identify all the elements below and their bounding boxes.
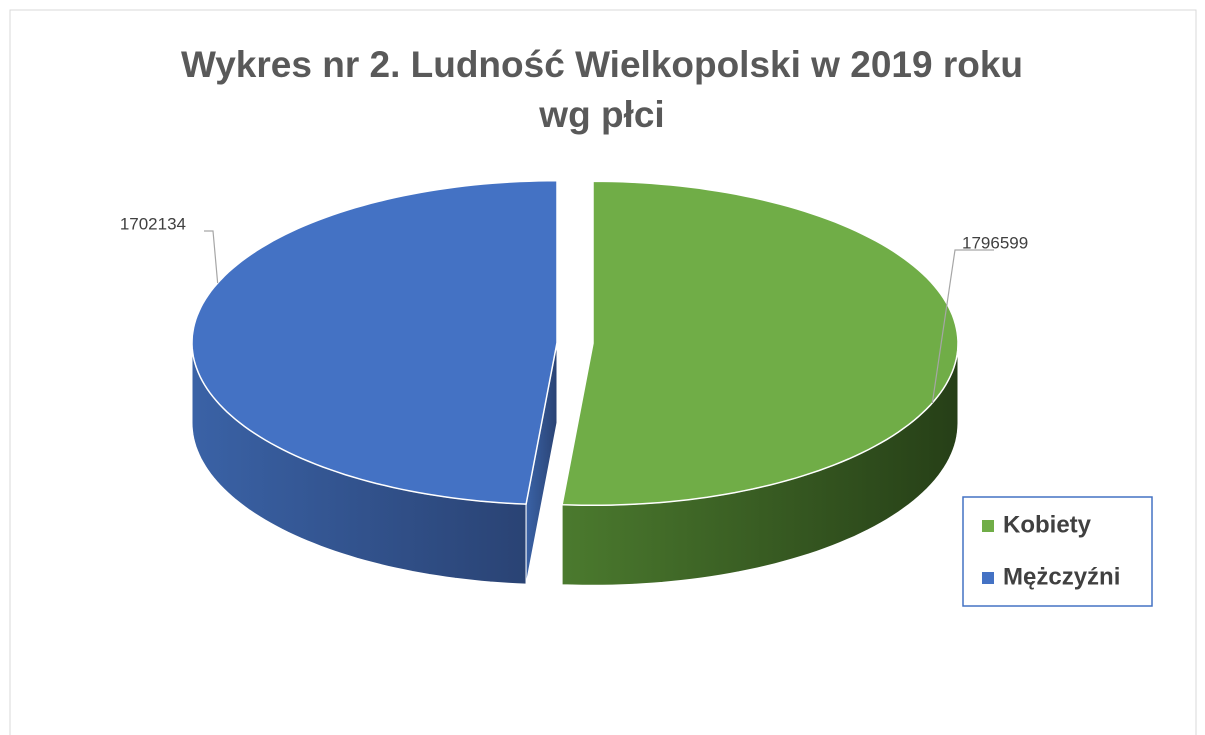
leader-line — [931, 249, 994, 404]
chart-title: Wykres nr 2. Ludność Wielkopolski w 2019… — [180, 44, 1024, 135]
chart-border — [9, 9, 1197, 735]
slice — [191, 179, 558, 505]
legend-swatch — [982, 520, 994, 532]
data-label: 1702134 — [120, 214, 186, 233]
slice — [561, 180, 959, 507]
legend-box — [962, 496, 1153, 607]
data-label: 1796599 — [962, 233, 1028, 252]
legend-label: Kobiety — [1003, 511, 1092, 538]
legend-swatch — [982, 572, 994, 584]
legend-label: Mężczyźni — [1003, 563, 1120, 590]
leader-line — [204, 230, 219, 284]
